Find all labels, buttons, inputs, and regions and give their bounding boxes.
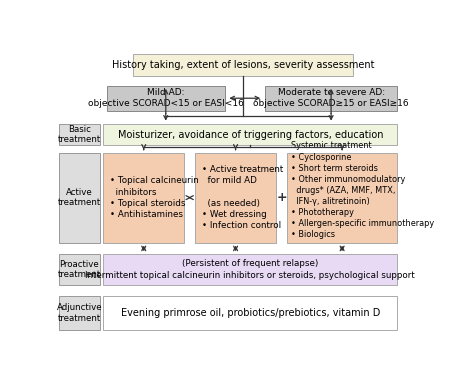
FancyBboxPatch shape: [103, 153, 184, 243]
FancyBboxPatch shape: [59, 254, 100, 285]
Text: Systemic treatment
• Cyclosporine
• Short term steroids
• Other immunomodulatory: Systemic treatment • Cyclosporine • Shor…: [292, 141, 435, 239]
Text: Proactive
treatment: Proactive treatment: [58, 260, 101, 279]
FancyBboxPatch shape: [59, 153, 100, 243]
FancyBboxPatch shape: [107, 86, 225, 110]
Text: Moisturizer, avoidance of triggering factors, education: Moisturizer, avoidance of triggering fac…: [118, 130, 383, 139]
Text: • Active treatment
  for mild AD

  (as needed)
• Wet dressing
• Infection contr: • Active treatment for mild AD (as neede…: [202, 166, 283, 230]
FancyBboxPatch shape: [59, 124, 100, 146]
Text: (Persistent of frequent relapse)
Intermittent topical calcineurin inhibitors or : (Persistent of frequent relapse) Intermi…: [85, 259, 415, 279]
FancyBboxPatch shape: [265, 86, 397, 110]
Text: • Topical calcineurin
  inhibitors
• Topical steroids
• Antihistamines: • Topical calcineurin inhibitors • Topic…: [110, 176, 199, 219]
FancyBboxPatch shape: [103, 254, 397, 285]
FancyBboxPatch shape: [195, 153, 276, 243]
FancyBboxPatch shape: [103, 296, 397, 330]
Text: Active
treatment: Active treatment: [58, 188, 101, 207]
FancyBboxPatch shape: [59, 296, 100, 330]
FancyBboxPatch shape: [133, 54, 353, 76]
Text: Basic
treatment: Basic treatment: [58, 125, 101, 144]
Text: History taking, extent of lesions, severity assessment: History taking, extent of lesions, sever…: [112, 60, 374, 70]
FancyBboxPatch shape: [103, 124, 397, 146]
Text: Mild AD:
objective SCORAD<15 or EASI<16: Mild AD: objective SCORAD<15 or EASI<16: [88, 88, 244, 108]
Text: +: +: [276, 191, 287, 204]
FancyBboxPatch shape: [287, 153, 397, 243]
Text: Adjunctive
treatment: Adjunctive treatment: [56, 303, 102, 323]
Text: Evening primrose oil, probiotics/prebiotics, vitamin D: Evening primrose oil, probiotics/prebiot…: [120, 308, 380, 318]
Text: Moderate to severe AD:
objective SCORAD≥15 or EASI≥16: Moderate to severe AD: objective SCORAD≥…: [253, 88, 409, 108]
